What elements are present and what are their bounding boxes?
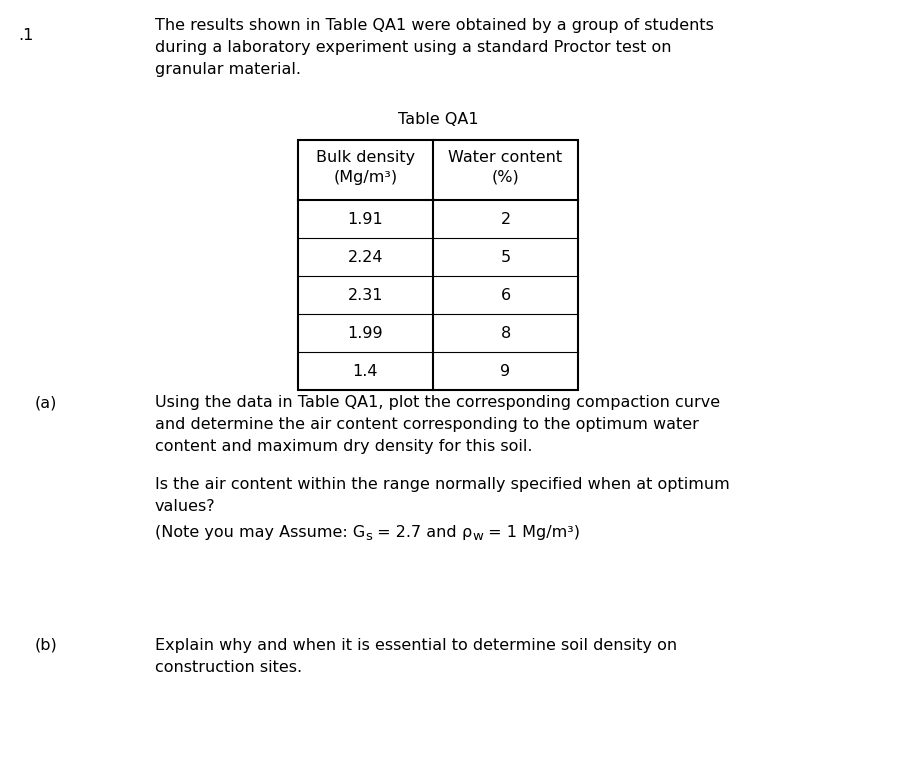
Text: 8: 8 [501, 326, 510, 340]
Text: (Mg/m³): (Mg/m³) [334, 170, 397, 185]
Text: and determine the air content corresponding to the optimum water: and determine the air content correspond… [155, 417, 699, 432]
Text: Bulk density: Bulk density [316, 150, 415, 165]
Text: ρ: ρ [462, 525, 472, 540]
Text: Water content: Water content [448, 150, 562, 165]
Text: 6: 6 [501, 287, 510, 303]
Text: Table QA1: Table QA1 [397, 112, 478, 127]
Text: Is the air content within the range normally specified when at optimum: Is the air content within the range norm… [155, 477, 730, 492]
Text: 5: 5 [501, 249, 510, 265]
Text: construction sites.: construction sites. [155, 660, 302, 675]
Text: 9: 9 [501, 364, 510, 378]
Text: during a laboratory experiment using a standard Proctor test on: during a laboratory experiment using a s… [155, 40, 672, 55]
Text: = 1 Mg/m³): = 1 Mg/m³) [483, 525, 580, 540]
Text: .1: .1 [18, 28, 33, 43]
Text: 1.99: 1.99 [348, 326, 383, 340]
Text: (Note you may Assume: G: (Note you may Assume: G [155, 525, 365, 540]
Text: The results shown in Table QA1 were obtained by a group of students: The results shown in Table QA1 were obta… [155, 18, 714, 33]
Text: Explain why and when it is essential to determine soil density on: Explain why and when it is essential to … [155, 638, 677, 653]
Text: (a): (a) [35, 395, 57, 410]
Text: granular material.: granular material. [155, 62, 301, 77]
Text: = 2.7 and: = 2.7 and [372, 525, 462, 540]
Text: content and maximum dry density for this soil.: content and maximum dry density for this… [155, 439, 533, 454]
Text: (b): (b) [35, 638, 57, 653]
Text: values?: values? [155, 499, 215, 514]
Text: 2: 2 [501, 212, 510, 226]
Text: 1.91: 1.91 [348, 212, 383, 226]
Bar [298, 140, 578, 390]
Text: 2.24: 2.24 [348, 249, 383, 265]
Text: 1.4: 1.4 [353, 364, 379, 378]
Text: w: w [472, 530, 483, 543]
Text: 2.31: 2.31 [348, 287, 383, 303]
Text: (%): (%) [492, 170, 519, 185]
Text: Using the data in Table QA1, plot the corresponding compaction curve: Using the data in Table QA1, plot the co… [155, 395, 720, 410]
Text: s: s [365, 530, 372, 543]
